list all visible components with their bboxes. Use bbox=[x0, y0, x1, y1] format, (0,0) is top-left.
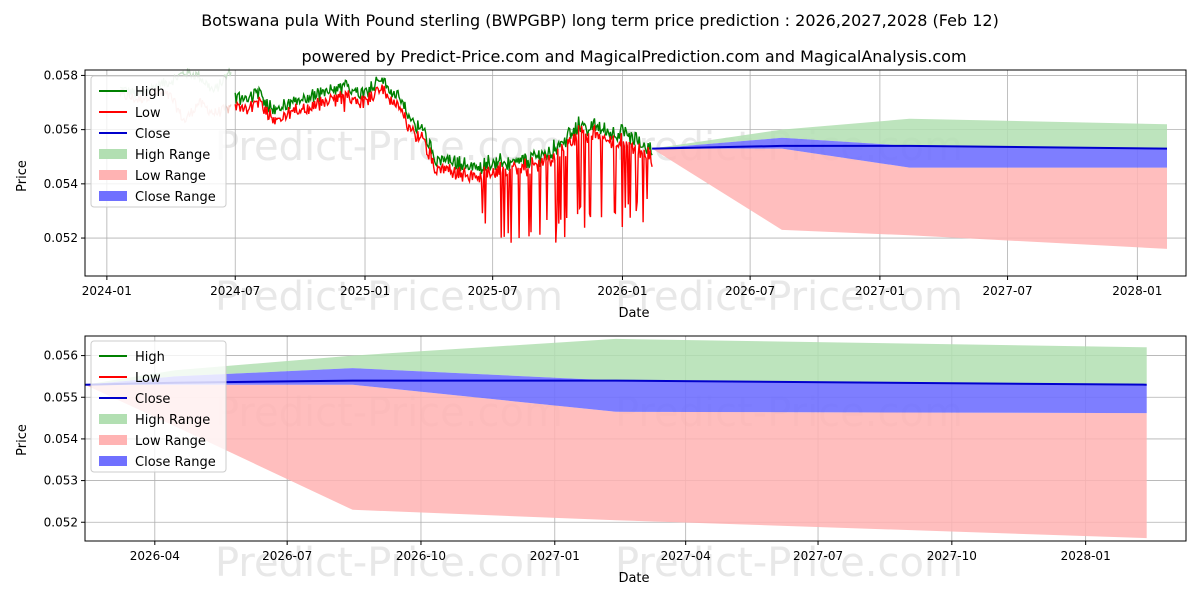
x-tick-label: 2027-04 bbox=[661, 549, 711, 563]
legend-label: High Range bbox=[135, 148, 210, 163]
top-y-axis-label: Price bbox=[15, 160, 30, 192]
bottom-x-ticks: 2026-04 2026-07 2026-10 2027-01 2027-04 2027-… bbox=[130, 541, 1111, 563]
top-legend: High Low Close High Range Low Range Close Ran… bbox=[90, 75, 227, 208]
x-tick-label: 2025-01 bbox=[340, 284, 390, 298]
low-range-area bbox=[652, 148, 1167, 249]
top-range-areas bbox=[652, 118, 1167, 249]
watermark-text: Predict-Price.com bbox=[215, 124, 563, 170]
close-range-area bbox=[85, 368, 1147, 414]
legend-label: Close bbox=[135, 127, 170, 142]
x-tick-label: 2024-01 bbox=[82, 284, 132, 298]
y-tick-label: 0.054 bbox=[44, 177, 78, 191]
legend-patch-swatch bbox=[99, 414, 127, 424]
legend-label: Low bbox=[135, 106, 161, 121]
top-y-ticks: 0.052 0.054 0.056 0.058 bbox=[44, 68, 85, 245]
x-tick-label: 2027-07 bbox=[982, 284, 1032, 298]
high-range-area bbox=[85, 338, 1147, 385]
x-tick-label: 2026-01 bbox=[597, 284, 647, 298]
x-tick-label: 2026-07 bbox=[262, 549, 312, 563]
y-tick-label: 0.056 bbox=[44, 349, 78, 363]
high-range-area bbox=[652, 118, 1167, 149]
top-x-axis-label: Date bbox=[618, 306, 649, 321]
legend-label: Close bbox=[135, 392, 170, 407]
bottom-y-ticks: 0.052 0.053 0.054 0.055 0.056 bbox=[44, 349, 85, 529]
y-tick-label: 0.054 bbox=[44, 432, 78, 446]
legend-patch-swatch bbox=[99, 456, 127, 466]
y-tick-label: 0.058 bbox=[44, 68, 78, 82]
top-panel: Predict-Price.com Predict-Price.com Predic… bbox=[15, 67, 1187, 321]
x-tick-label: 2028-01 bbox=[1112, 284, 1162, 298]
legend-label: High bbox=[135, 350, 165, 365]
legend-label: Close Range bbox=[135, 190, 216, 205]
top-x-ticks: 2024-01 2024-07 2025-01 2025-07 2026-01 2026-… bbox=[82, 276, 1162, 298]
y-tick-label: 0.052 bbox=[44, 515, 78, 529]
x-tick-label: 2028-01 bbox=[1061, 549, 1111, 563]
low-price-line bbox=[234, 84, 653, 243]
x-tick-label: 2026-10 bbox=[396, 549, 446, 563]
bottom-panel: Predict-Price.comPredict-Price.comPredic… bbox=[15, 335, 1187, 586]
legend-patch-swatch bbox=[99, 191, 127, 201]
legend-label: Close Range bbox=[135, 455, 216, 470]
watermark-text: Predict-Price.com bbox=[615, 274, 963, 320]
top-plot-frame bbox=[84, 69, 1187, 277]
watermark-text: Predict-Price.com bbox=[215, 540, 563, 586]
x-tick-label: 2026-04 bbox=[130, 549, 180, 563]
chart-subtitle: powered by Predict-Price.com and Magical… bbox=[301, 47, 966, 66]
legend-label: High bbox=[135, 85, 165, 100]
high-price-line bbox=[234, 76, 653, 175]
y-tick-label: 0.056 bbox=[44, 123, 78, 137]
bottom-legend: High Low Close High Range Low Range Close Ran… bbox=[90, 340, 227, 473]
y-tick-label: 0.053 bbox=[44, 474, 78, 488]
bottom-y-axis-label: Price bbox=[15, 424, 30, 456]
x-tick-label: 2024-07 bbox=[210, 284, 260, 298]
low-range-area bbox=[85, 384, 1147, 539]
legend-patch-swatch bbox=[99, 435, 127, 445]
legend-label: Low bbox=[135, 371, 161, 386]
y-tick-label: 0.055 bbox=[44, 390, 78, 404]
x-tick-label: 2025-07 bbox=[468, 284, 518, 298]
close-forecast-line bbox=[652, 144, 1168, 150]
legend-label: High Range bbox=[135, 413, 210, 428]
x-tick-label: 2027-07 bbox=[793, 549, 843, 563]
x-tick-label: 2026-07 bbox=[725, 284, 775, 298]
legend-label: Low Range bbox=[135, 169, 206, 184]
chart-title: Botswana pula With Pound sterling (BWPGB… bbox=[201, 11, 999, 30]
bottom-range-areas bbox=[85, 338, 1147, 539]
bottom-x-axis-label: Date bbox=[618, 571, 649, 586]
watermark-text: Predict-Price.com bbox=[615, 540, 963, 586]
y-tick-label: 0.052 bbox=[44, 231, 78, 245]
legend-patch-swatch bbox=[99, 170, 127, 180]
x-tick-label: 2027-01 bbox=[530, 549, 580, 563]
x-tick-label: 2027-01 bbox=[855, 284, 905, 298]
legend-patch-swatch bbox=[99, 149, 127, 159]
watermark-text: Predict-Price.com bbox=[215, 274, 563, 320]
legend-label: Low Range bbox=[135, 434, 206, 449]
x-tick-label: 2027-10 bbox=[927, 549, 977, 563]
